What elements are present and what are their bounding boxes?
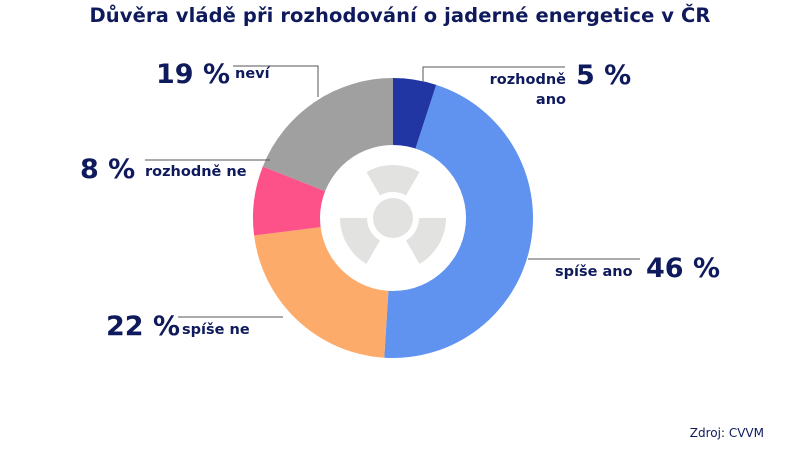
pct-rozhodne-ne: 8 % [80,154,136,185]
label-spise-ne: spíše ne [182,322,250,338]
donut-slices [253,78,533,359]
label-rozhodne-ano-line2: ano [535,92,566,108]
leader-line-nevi [233,65,319,97]
donut-slice [254,227,389,358]
pct-spise-ne: 22 % [106,311,181,342]
label-spise-ano: spíše ano [555,264,633,280]
pct-spise-ano: 46 % [646,253,721,284]
donut-slice [253,166,327,236]
donut-slice [393,78,437,150]
label-nevi: neví [235,66,270,82]
donut-slice [384,84,533,359]
pct-rozhodne-ano: 5 % [576,60,632,91]
source-note: Zdroj: CVVM [689,426,764,440]
donut-slice [262,78,393,192]
leader-line-rozhodne-ano [422,66,565,82]
leader-lines [145,65,640,318]
chart-title: Důvěra vládě při rozhodování o jaderné e… [89,4,711,27]
label-rozhodne-ne: rozhodně ne [145,164,247,180]
label-rozhodne-ano-line1: rozhodně [489,72,566,88]
radiation-icon [340,164,446,264]
pct-nevi: 19 % [156,59,231,90]
